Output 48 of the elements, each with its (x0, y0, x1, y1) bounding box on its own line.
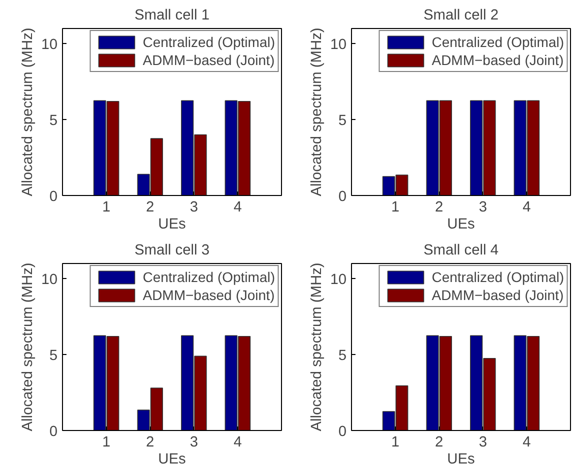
legend-label: Centralized (Optimal) (432, 269, 564, 285)
x-tick-label: 1 (102, 434, 110, 450)
x-tick-label: 1 (391, 200, 400, 216)
y-tick-label: 5 (338, 113, 347, 130)
x-tick-label: 3 (478, 434, 487, 450)
y-axis-title: Allocated spectrum (MHz) (20, 28, 36, 196)
legend-label: ADMM−based (Joint) (432, 52, 564, 68)
x-tick-label: 1 (391, 434, 400, 450)
legend-label: ADMM−based (Joint) (142, 287, 275, 303)
x-tick-label: 3 (190, 434, 198, 450)
x-tick-label: 3 (190, 200, 198, 216)
y-tick-label: 10 (330, 37, 347, 54)
y-tick-label: 5 (49, 113, 58, 130)
x-axis-title: UEs (158, 452, 186, 468)
y-tick-label: 5 (49, 348, 58, 364)
x-tick-label: 2 (146, 434, 154, 450)
y-tick-label: 5 (338, 348, 347, 364)
y-tick-label: 0 (338, 424, 347, 440)
x-axis-title: UEs (447, 216, 475, 232)
y-tick-label: 10 (41, 272, 58, 288)
x-tick-label: 4 (234, 434, 242, 450)
x-tick-label: 2 (435, 434, 444, 450)
legend-label: ADMM−based (Joint) (432, 287, 564, 303)
y-axis-title: Allocated spectrum (MHz) (309, 262, 326, 432)
chart-title: Small cell 2 (424, 8, 498, 24)
x-tick-label: 2 (435, 200, 444, 216)
chart-title: Small cell 1 (134, 8, 210, 24)
y-tick-label: 0 (338, 189, 347, 205)
x-axis-title: UEs (158, 216, 186, 232)
y-tick-label: 0 (49, 189, 58, 205)
x-tick-label: 3 (478, 200, 487, 216)
x-tick-label: 1 (102, 200, 110, 216)
y-axis-title: Allocated spectrum (MHz) (309, 28, 326, 196)
y-tick-label: 10 (41, 37, 58, 54)
chart-title: Small cell 3 (134, 242, 210, 258)
y-tick-label: 0 (49, 424, 58, 440)
legend-label: Centralized (Optimal) (142, 269, 275, 285)
legend-label: Centralized (Optimal) (432, 34, 564, 50)
x-tick-label: 4 (522, 434, 531, 450)
legend-label: ADMM−based (Joint) (142, 52, 275, 68)
x-tick-label: 4 (234, 200, 242, 216)
x-axis-title: UEs (447, 452, 475, 468)
y-axis-title: Allocated spectrum (MHz) (20, 262, 36, 432)
x-tick-label: 4 (522, 200, 531, 216)
chart-title: Small cell 4 (424, 242, 498, 258)
x-tick-label: 2 (146, 200, 154, 216)
y-tick-label: 10 (330, 272, 347, 288)
legend-label: Centralized (Optimal) (142, 34, 275, 50)
